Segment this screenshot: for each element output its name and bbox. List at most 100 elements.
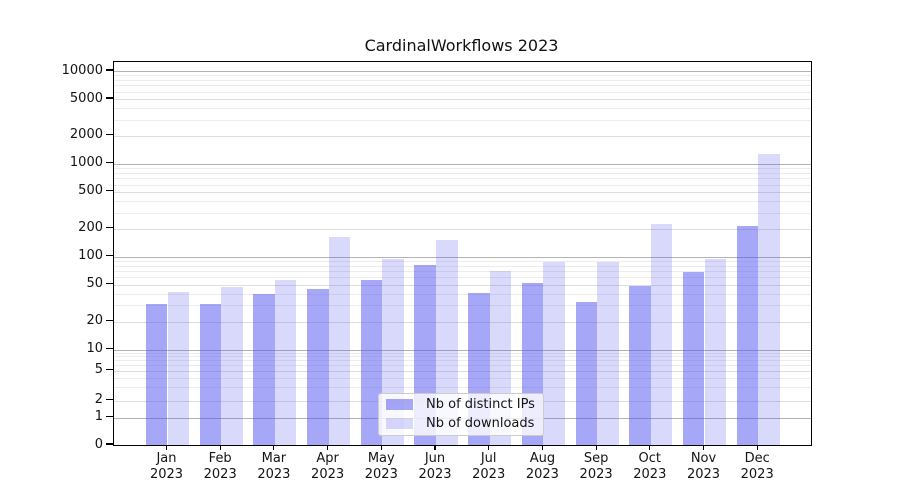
y-tick-mark xyxy=(105,320,113,322)
y-tick-mark xyxy=(105,227,113,229)
gridline-minor xyxy=(114,360,811,362)
x-tick-year: 2023 xyxy=(149,467,184,482)
x-tick-label: Jan 2023 xyxy=(132,451,202,483)
x-tick-month: Oct xyxy=(638,451,662,466)
bar-distinct-ips xyxy=(736,226,759,445)
gridline-minor xyxy=(114,108,811,109)
gridline-minor xyxy=(114,377,811,379)
gridline-mid xyxy=(114,370,811,372)
x-tick-mark xyxy=(327,445,329,451)
bar-downloads xyxy=(221,287,243,445)
x-tick-year: 2023 xyxy=(633,467,667,482)
y-tick-label: 1000 xyxy=(69,155,103,171)
gridline-minor xyxy=(114,184,811,186)
x-tick-year: 2023 xyxy=(257,467,291,482)
x-tick-year: 2023 xyxy=(418,467,452,482)
bar-distinct-ips xyxy=(360,279,383,445)
y-tick-mark xyxy=(105,162,113,164)
y-tick-mark xyxy=(105,190,113,192)
gridline-major xyxy=(114,71,811,72)
legend-row-distinct-ips: Nb of distinct IPs xyxy=(386,397,543,412)
gridline-major xyxy=(114,163,811,165)
gridline-minor xyxy=(114,75,811,77)
x-tick-month: Feb xyxy=(208,451,232,466)
x-tick-mark xyxy=(649,445,651,451)
x-tick-label: May 2023 xyxy=(346,451,416,483)
gridline-minor xyxy=(114,365,811,366)
y-tick-label: 10 xyxy=(86,341,103,357)
gridline-major xyxy=(114,256,811,258)
y-tick-mark xyxy=(105,443,113,445)
y-tick-mark xyxy=(105,283,113,285)
bar-downloads xyxy=(328,236,351,445)
y-tick-mark xyxy=(105,348,113,350)
gridline-mid xyxy=(114,228,811,230)
gridline-major xyxy=(114,349,811,351)
gridline-minor xyxy=(114,352,811,354)
x-tick-mark xyxy=(165,445,168,451)
bar-distinct-ips xyxy=(575,301,598,445)
gridline-minor xyxy=(114,277,811,279)
x-tick-month: May xyxy=(367,451,395,466)
x-tick-month: Nov xyxy=(690,451,717,466)
gridline-minor xyxy=(114,305,811,307)
x-tick-label: Apr 2023 xyxy=(293,451,363,483)
y-tick-mark xyxy=(105,398,113,401)
x-tick-mark xyxy=(434,445,436,451)
gridline-minor xyxy=(114,168,811,170)
gridline-mid xyxy=(114,135,811,137)
x-tick-mark xyxy=(756,445,758,451)
chart-title: CardinalWorkflows 2023 xyxy=(364,36,559,55)
legend-swatch-distinct-ips xyxy=(386,399,413,410)
bar-downloads xyxy=(274,279,297,445)
x-tick-label: Mar 2023 xyxy=(239,451,309,483)
x-tick-year: 2023 xyxy=(203,467,237,482)
x-tick-mark xyxy=(595,445,597,451)
x-tick-year: 2023 xyxy=(525,467,559,482)
legend-swatch-downloads xyxy=(386,418,413,429)
x-tick-year: 2023 xyxy=(311,467,345,482)
x-tick-month: Aug xyxy=(529,451,556,466)
gridline-minor xyxy=(114,387,811,389)
x-tick-label: Sep 2023 xyxy=(561,451,631,483)
x-tick-label: Jul 2023 xyxy=(454,451,524,483)
gridline-minor xyxy=(114,293,811,295)
gridline-mid xyxy=(114,191,811,193)
gridline-minor xyxy=(114,271,811,273)
plot-area xyxy=(113,61,812,446)
bar-downloads xyxy=(543,262,565,445)
y-tick-mark xyxy=(105,97,113,99)
gridline-minor xyxy=(114,119,811,121)
x-tick-year: 2023 xyxy=(740,467,774,482)
x-tick-label: Dec 2023 xyxy=(722,451,792,483)
legend-label-distinct-ips: Nb of distinct IPs xyxy=(426,397,535,412)
x-tick-month: Jan xyxy=(156,451,177,466)
gridline-minor xyxy=(114,356,811,358)
bar-downloads xyxy=(650,224,673,445)
x-tick-label: Oct 2023 xyxy=(615,451,685,483)
bar-downloads xyxy=(597,262,619,445)
y-tick-label: 1 xyxy=(94,409,103,424)
x-tick-month: Jun xyxy=(424,451,446,466)
bar-distinct-ips xyxy=(307,289,329,445)
x-tick-month: Apr xyxy=(316,451,339,466)
y-tick-mark xyxy=(105,415,113,418)
legend-label-downloads: Nb of downloads xyxy=(426,416,535,431)
y-tick-label: 2000 xyxy=(69,127,103,143)
y-tick-label: 500 xyxy=(78,183,103,199)
y-tick-label: 200 xyxy=(78,220,103,236)
bar-distinct-ips xyxy=(145,304,168,445)
gridline-minor xyxy=(114,178,811,180)
y-tick-label: 100 xyxy=(78,248,103,264)
y-tick-mark xyxy=(105,134,113,136)
x-tick-month: Dec xyxy=(744,451,770,466)
legend: Nb of distinct IPs Nb of downloads xyxy=(378,392,544,436)
gridline-minor xyxy=(114,80,811,81)
gridline-minor xyxy=(114,261,811,263)
gridline-minor xyxy=(114,265,811,267)
gridline-minor xyxy=(114,85,811,87)
x-tick-month: Mar xyxy=(261,451,287,466)
gridline-mid xyxy=(114,99,811,100)
x-tick-mark xyxy=(488,445,490,451)
